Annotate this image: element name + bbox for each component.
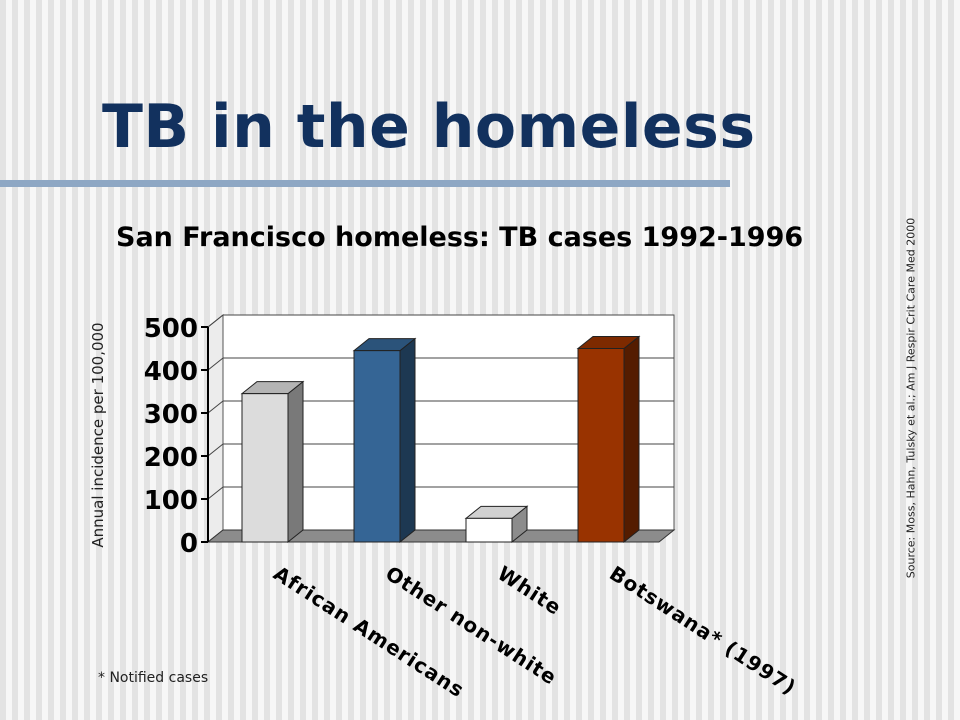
bar-side [399, 337, 416, 544]
gridline-side [207, 443, 224, 457]
x-category-label: White [493, 561, 566, 620]
bar-side [623, 335, 640, 544]
gridline-side [207, 314, 224, 328]
bar-front [465, 517, 513, 543]
bar-3 [464, 505, 529, 544]
footnote: * Notified cases [98, 670, 209, 686]
y-tick-label: 300 [144, 400, 198, 430]
plot-side-wall [207, 313, 224, 544]
gridline-side [207, 400, 224, 414]
y-tick-label: 400 [144, 357, 198, 387]
chart-title: San Francisco homeless: TB cases 1992-19… [116, 222, 804, 253]
bar-side [287, 380, 304, 544]
y-tick-label: 0 [180, 529, 198, 559]
title-underline [0, 180, 730, 187]
slide-title: TB in the homeless [102, 92, 756, 162]
gridline-side [207, 357, 224, 371]
bar-front [241, 393, 289, 543]
x-category-label: African Americans [269, 561, 469, 702]
x-category-label: Botswana* (1997) [605, 561, 801, 700]
bar-front [577, 348, 625, 543]
y-tick-label: 200 [144, 443, 198, 473]
gridline-side [207, 486, 224, 500]
bar-front [353, 350, 401, 543]
y-tick-label: 500 [144, 314, 198, 344]
y-tick-label: 100 [144, 486, 198, 516]
bar-4 [576, 335, 641, 544]
bar-2 [352, 337, 417, 544]
bar-1 [240, 380, 305, 544]
